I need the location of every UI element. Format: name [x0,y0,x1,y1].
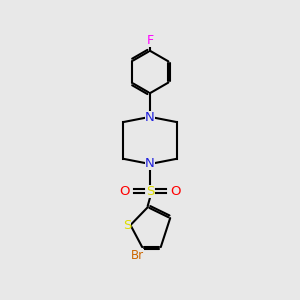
Text: O: O [119,185,130,198]
Text: O: O [170,185,181,198]
Text: F: F [146,34,154,47]
Text: S: S [146,185,154,198]
Text: Br: Br [131,249,144,262]
Text: N: N [145,111,155,124]
Text: S: S [123,219,131,232]
Text: N: N [145,157,155,170]
